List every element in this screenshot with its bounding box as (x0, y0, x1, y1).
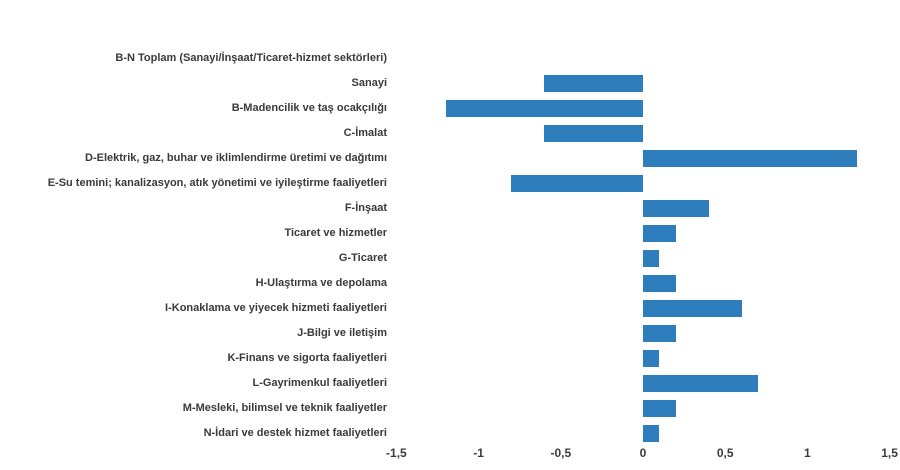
bar (445, 99, 643, 117)
category-label: Ticaret ve hizmetler (284, 226, 387, 239)
bar (643, 374, 759, 392)
category-label: M-Mesleki, bilimsel ve teknik faaliyetle… (182, 401, 387, 414)
category-label: J-Bilgi ve iletişim (297, 326, 387, 339)
bar (643, 149, 857, 167)
category-label: Sanayi (351, 76, 387, 89)
x-tick-label: -1,5 (386, 446, 407, 460)
bar (643, 349, 660, 367)
category-label: B-Madencilik ve taş ocakçılığı (231, 101, 387, 114)
x-tick-label: 1 (804, 446, 811, 460)
bar (643, 299, 742, 317)
bar (643, 399, 676, 417)
category-label: D-Elektrik, gaz, buhar ve iklimlendirme … (85, 151, 387, 164)
bar (643, 324, 676, 342)
category-label: N-İdari ve destek hizmet faaliyetleri (203, 426, 387, 439)
bar (643, 274, 676, 292)
x-tick-label: 0 (639, 446, 647, 460)
category-label: C-İmalat (343, 126, 387, 139)
bar (511, 174, 643, 192)
category-label: L-Gayrimenkul faaliyetleri (252, 376, 388, 389)
bar (643, 224, 676, 242)
bar (544, 124, 643, 142)
bar (643, 249, 660, 267)
category-label: G-Ticaret (338, 251, 387, 264)
bar (544, 74, 643, 92)
category-label: B-N Toplam (Sanayi/İnşaat/Ticaret-hizmet… (115, 51, 387, 64)
x-tick-label: -0,5 (550, 446, 572, 460)
category-label: H-Ulaştırma ve depolama (255, 276, 387, 289)
category-label: I-Konaklama ve yiyecek hizmeti faaliyetl… (165, 301, 387, 314)
x-tick-label: 0,5 (716, 446, 734, 460)
x-tick-label: -1 (473, 446, 484, 460)
bar (643, 424, 660, 442)
category-label: K-Finans ve sigorta faaliyetleri (227, 351, 387, 364)
category-label: E-Su temini; kanalizasyon, atık yönetimi… (47, 176, 387, 189)
category-label: F-İnşaat (344, 201, 387, 214)
x-tick-label: 1,5 (881, 446, 898, 460)
bar (643, 199, 709, 217)
